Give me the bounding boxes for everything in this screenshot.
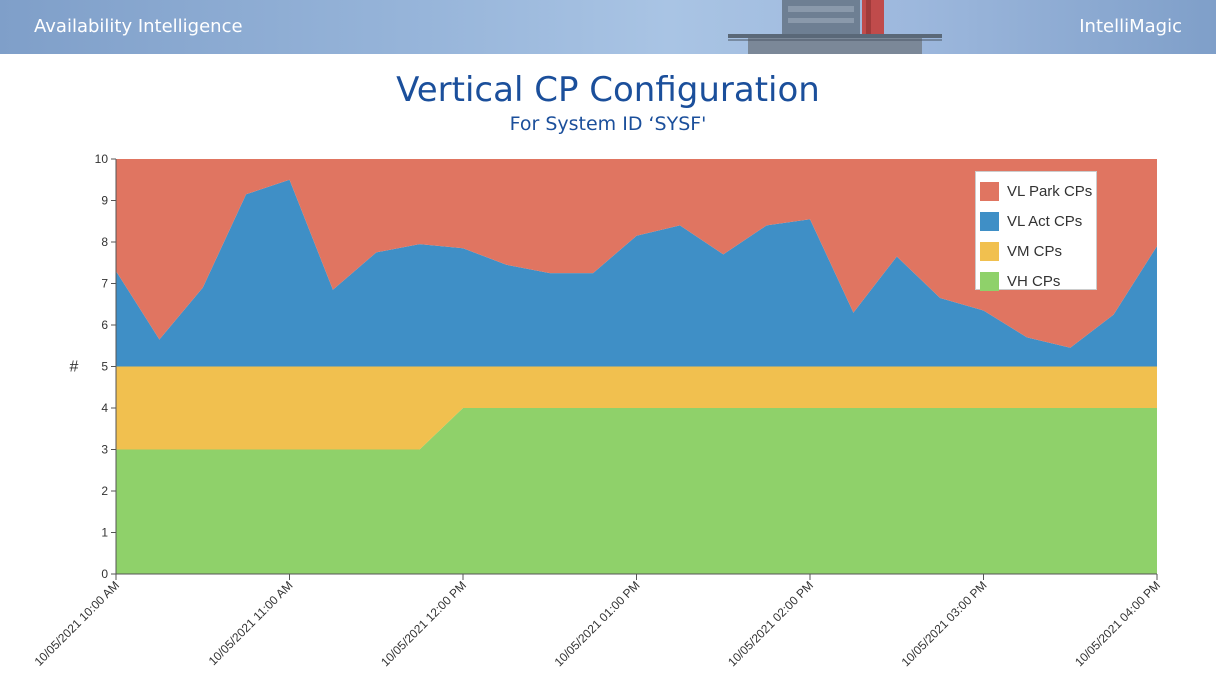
legend-item[interactable]: VH CPs: [976, 266, 1096, 296]
area-series-vl-park-cps: [116, 159, 1157, 348]
page-title: Vertical CP Configuration: [396, 70, 820, 110]
legend-swatch: [980, 271, 999, 291]
y-tick-label: 1: [101, 526, 108, 540]
x-tick-label: 10/05/2021 10:00 AM: [32, 578, 123, 669]
area-series-vl-act-cps: [116, 179, 1157, 367]
app-title: Availability Intelligence: [34, 16, 243, 37]
y-tick-label: 2: [101, 484, 108, 498]
x-tick-label: 10/05/2021 01:00 PM: [552, 578, 643, 669]
legend-label: VH CPs: [1007, 272, 1061, 290]
brand-name: IntelliMagic: [1079, 16, 1182, 37]
legend-swatch: [980, 241, 999, 261]
chart-legend: VL Park CPs VL Act CPs VM CPs VH CPs: [975, 171, 1097, 291]
y-tick-label: 8: [101, 235, 108, 249]
y-tick-label: 9: [101, 194, 108, 208]
y-tick-label: 5: [101, 360, 108, 374]
x-tick-label: 10/05/2021 11:00 AM: [206, 578, 296, 668]
legend-swatch: [980, 181, 999, 201]
y-tick-label: 3: [101, 443, 108, 457]
tower-image: [728, 0, 942, 54]
legend-item[interactable]: VL Park CPs: [976, 176, 1096, 206]
page-subtitle: For System ID ‘SYSF': [509, 113, 707, 135]
x-tick-label: 10/05/2021 03:00 PM: [899, 578, 990, 669]
header-banner: Availability Intelligence IntelliMagic: [0, 0, 1216, 54]
y-tick-label: 10: [95, 152, 109, 166]
x-tick-label: 10/05/2021 12:00 PM: [378, 578, 469, 669]
legend-item[interactable]: VL Act CPs: [976, 206, 1096, 236]
y-tick-label: 6: [101, 318, 108, 332]
x-tick-label: 10/05/2021 04:00 PM: [1072, 578, 1163, 669]
y-tick-label: 4: [101, 401, 108, 415]
legend-label: VL Park CPs: [1007, 182, 1093, 200]
legend-label: VL Act CPs: [1007, 212, 1083, 230]
legend-item[interactable]: VM CPs: [976, 236, 1096, 266]
x-tick-label: 10/05/2021 02:00 PM: [725, 578, 816, 669]
y-axis-title: #: [70, 359, 79, 376]
y-tick-label: 7: [101, 277, 108, 291]
area-series-vm-cps: [116, 366, 1157, 450]
legend-swatch: [980, 211, 999, 231]
legend-label: VM CPs: [1007, 242, 1063, 260]
y-tick-label: 0: [101, 567, 108, 581]
